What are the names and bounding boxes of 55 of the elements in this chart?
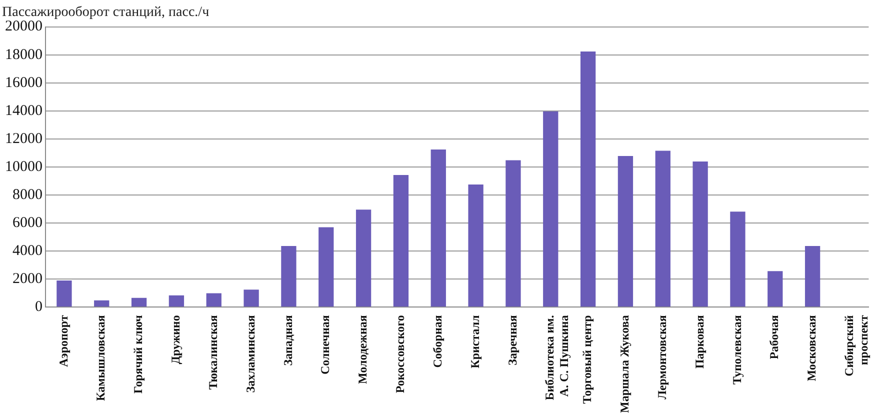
x-tick-label: Кристалл xyxy=(468,314,482,368)
x-tick-label: Торговый центр xyxy=(580,314,594,404)
x-tick-label: Западная xyxy=(280,314,295,366)
bar xyxy=(318,227,334,307)
y-tick-label: 4000 xyxy=(12,243,42,260)
bar xyxy=(768,271,783,307)
bar xyxy=(468,184,484,307)
x-tick-label: Захламинская xyxy=(243,314,258,393)
bar xyxy=(692,162,708,307)
x-tick-label: Солнечная xyxy=(318,314,332,374)
y-tick-label: 6000 xyxy=(12,214,42,231)
bar xyxy=(430,149,446,307)
x-tick-label: Камышловская xyxy=(94,314,108,401)
x-tick-label: Заречная xyxy=(505,314,520,366)
bar xyxy=(618,156,634,307)
y-tick-label: 20000 xyxy=(5,18,42,35)
bar xyxy=(94,300,110,307)
x-tick-label: Дружино xyxy=(168,315,183,364)
bar xyxy=(131,298,147,307)
x-tick-label: Рабочая xyxy=(767,314,782,360)
x-tick-label: Соборная xyxy=(430,314,444,368)
bar xyxy=(543,111,558,307)
bar xyxy=(56,280,72,307)
bar xyxy=(393,174,409,307)
bar xyxy=(804,246,820,307)
bar xyxy=(281,246,296,307)
y-tick-label: 0 xyxy=(35,299,42,316)
y-axis-title: Пассажирооборот станций, пасс./ч xyxy=(2,5,210,20)
bar xyxy=(655,150,670,307)
y-tick-label: 14000 xyxy=(5,102,42,119)
bar xyxy=(506,160,521,307)
x-tick-label: Молодежная xyxy=(356,314,370,384)
x-tick-label: Парковая xyxy=(692,314,706,369)
x-tick-label: Маршала Жукова xyxy=(618,315,632,413)
bar xyxy=(730,212,746,307)
x-tick-label: Библиотека им. А. С. Пушкина xyxy=(542,315,572,400)
bar xyxy=(580,51,596,307)
x-tick-label: Московская xyxy=(804,314,819,382)
y-tick-label: 18000 xyxy=(5,46,42,63)
x-tick-label: Аэропорт xyxy=(56,315,70,367)
y-tick-label: 10000 xyxy=(5,158,42,175)
x-tick-label: Горячий ключ xyxy=(131,314,146,394)
x-tick-label: Лермонтовская xyxy=(654,314,669,400)
x-tick-label: Тюкалинская xyxy=(206,314,220,390)
y-tick-label: 8000 xyxy=(12,186,42,203)
x-tick-label: Туполевская xyxy=(730,314,744,385)
x-tick-label: Рокоссовского xyxy=(393,315,408,394)
y-tick-label: 2000 xyxy=(12,271,42,288)
x-tick-label: Сибирский проспект xyxy=(842,315,870,376)
bar xyxy=(206,293,222,307)
y-tick-label: 12000 xyxy=(5,130,42,147)
bar xyxy=(356,210,372,307)
bar xyxy=(168,295,184,307)
y-tick-label: 16000 xyxy=(5,74,42,91)
bar xyxy=(244,290,259,307)
